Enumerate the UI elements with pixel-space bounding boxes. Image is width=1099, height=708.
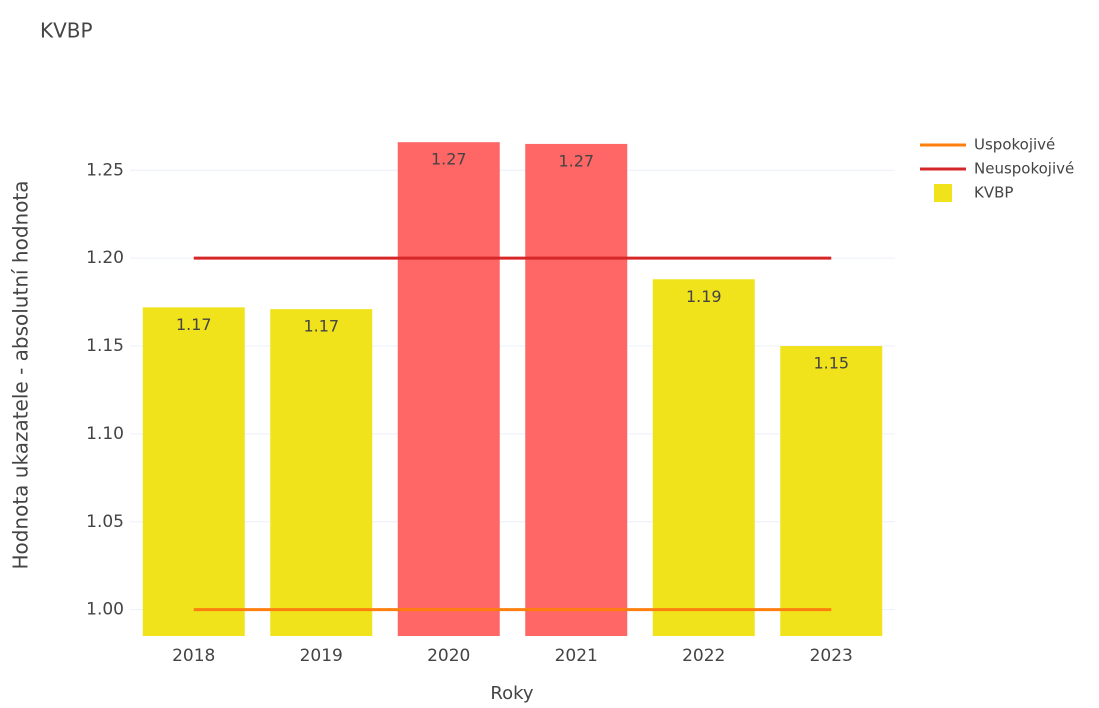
legend-swatch (934, 184, 952, 202)
bar (142, 307, 245, 636)
bar-value-label: 1.27 (558, 151, 594, 170)
bar (525, 143, 628, 636)
x-tick-label: 2018 (172, 646, 215, 666)
bar (652, 279, 755, 636)
y-tick-label: 1.00 (86, 600, 124, 620)
chart-title: KVBP (40, 19, 93, 43)
y-tick-label: 1.15 (86, 336, 124, 356)
y-tick-label: 1.20 (86, 248, 124, 268)
y-tick-label: 1.25 (86, 160, 124, 180)
legend-label: Neuspokojivé (974, 160, 1074, 178)
bar (780, 346, 883, 636)
bar (397, 142, 500, 636)
x-tick-label: 2023 (810, 646, 853, 666)
x-axis-title: Roky (490, 683, 533, 704)
x-tick-label: 2019 (300, 646, 343, 666)
y-tick-label: 1.10 (86, 424, 124, 444)
y-axis-title: Hodnota ukazatele - absolutní hodnota (9, 180, 33, 569)
legend-label: KVBP (974, 184, 1013, 202)
x-tick-label: 2021 (555, 646, 598, 666)
x-tick-label: 2022 (682, 646, 725, 666)
x-tick-label: 2020 (427, 646, 470, 666)
legend-label: Uspokojivé (974, 136, 1055, 154)
bar-value-label: 1.17 (176, 315, 212, 334)
bar-value-label: 1.17 (303, 317, 339, 336)
y-tick-label: 1.05 (86, 512, 124, 532)
bar-value-label: 1.27 (431, 150, 467, 169)
bar-value-label: 1.19 (686, 287, 722, 306)
bar-value-label: 1.15 (813, 354, 849, 373)
bar (270, 309, 373, 636)
